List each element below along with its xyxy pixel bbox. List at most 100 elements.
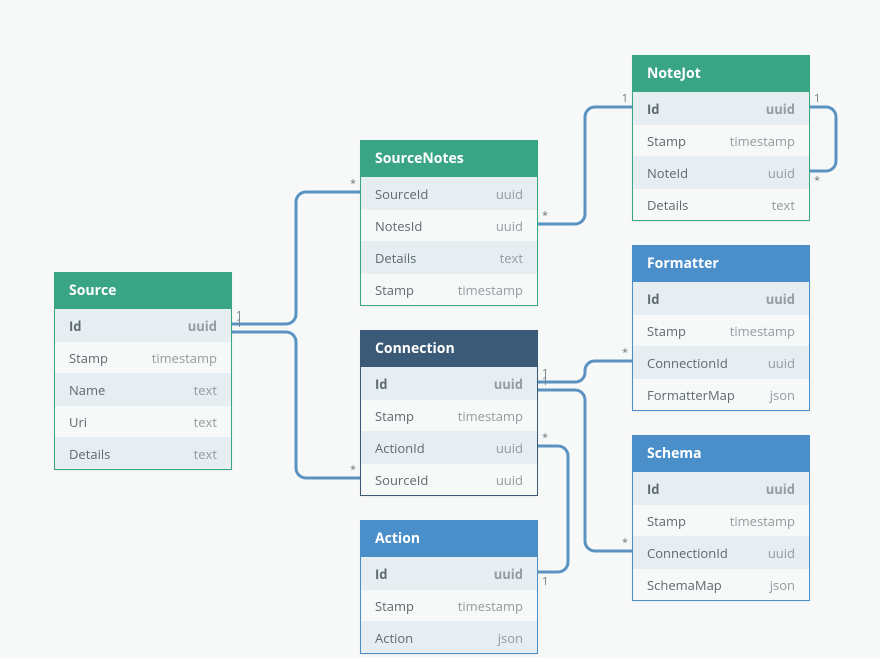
row-name: SchemaMap <box>647 576 722 594</box>
row-name: ConnectionId <box>647 544 728 562</box>
row-name: NotesId <box>375 217 422 235</box>
edge <box>232 332 360 478</box>
cardinality-label: * <box>622 345 628 360</box>
entity-row: ConnectionIduuid <box>633 346 809 378</box>
entity-header: Action <box>361 521 537 557</box>
row-name: Action <box>375 629 413 647</box>
row-name: Id <box>647 100 660 118</box>
entity-schema: Schema Id uuid Stamptimestamp ConnectionId uu… <box>632 435 810 601</box>
row-name: Id <box>647 480 660 498</box>
row-type: uuid <box>496 471 523 489</box>
entity-row: Detailstext <box>361 241 537 273</box>
entity-title: Formatter <box>647 254 719 273</box>
entity-title: Source <box>69 281 116 300</box>
entity-row: Iduuid <box>55 309 231 341</box>
entity-header: Formatter <box>633 246 809 282</box>
row-type: uuid <box>494 565 523 583</box>
entity-row: Name text <box>55 373 231 405</box>
edge <box>232 192 360 324</box>
row-name: Stamp <box>375 407 414 425</box>
cardinality-label: 1 <box>236 316 242 331</box>
entity-source: Source Iduuid Stamp timestamp Name text Uri tex… <box>54 272 232 470</box>
row-type: uuid <box>768 354 795 372</box>
row-name: Stamp <box>647 132 686 150</box>
entity-header: Connection <box>361 331 537 367</box>
entity-row: Stamptimestamp <box>633 124 809 156</box>
row-name: Stamp <box>69 349 108 367</box>
row-name: Stamp <box>647 322 686 340</box>
row-type: json <box>770 576 795 594</box>
row-name: Id <box>647 290 660 308</box>
entity-row: FormatterMap json <box>633 378 809 410</box>
entity-row: Id uuid <box>633 472 809 504</box>
row-type: uuid <box>766 100 795 118</box>
row-name: Details <box>375 249 416 267</box>
entity-notejot: NoteJotIduuidStamptimestampNoteIduuidDet… <box>632 55 810 221</box>
entity-row: ConnectionId uuid <box>633 536 809 568</box>
edge <box>810 107 836 171</box>
entity-header: Source <box>55 273 231 309</box>
entity-row: Id uuid <box>361 557 537 589</box>
cardinality-label: * <box>542 208 548 223</box>
row-type: text <box>772 196 795 214</box>
entity-row: Id uuid <box>361 367 537 399</box>
row-type: json <box>498 629 523 647</box>
row-type: text <box>194 381 217 399</box>
entity-title: SourceNotes <box>375 149 464 168</box>
row-name: Id <box>375 565 388 583</box>
row-type: timestamp <box>152 349 217 367</box>
edge <box>538 446 568 572</box>
row-type: json <box>770 386 795 404</box>
entity-row: Stamptimestamp <box>633 504 809 536</box>
row-name: Stamp <box>375 597 414 615</box>
edge <box>538 390 632 551</box>
row-name: Details <box>647 196 688 214</box>
entity-row: SourceIduuid <box>361 463 537 495</box>
entity-formatter: Formatter Id uuid Stamp timestamp ConnectionI… <box>632 245 810 411</box>
entity-row: SourceIduuid <box>361 177 537 209</box>
entity-row: ActionIduuid <box>361 431 537 463</box>
entity-title: Connection <box>375 339 455 358</box>
entity-sourcenotes: SourceNotes SourceIduuid NotesId uuid Detail… <box>360 140 538 306</box>
entity-title: NoteJot <box>647 64 701 83</box>
row-name: Id <box>375 375 388 393</box>
entity-header: Schema <box>633 436 809 472</box>
row-type: uuid <box>766 480 795 498</box>
entity-row: Stamp timestamp <box>361 399 537 431</box>
cardinality-label: 1 <box>814 91 820 106</box>
row-type: uuid <box>768 164 795 182</box>
cardinality-label: * <box>622 535 628 550</box>
row-name: Name <box>69 381 105 399</box>
row-type: text <box>194 445 217 463</box>
entity-row: Stamp timestamp <box>633 314 809 346</box>
row-type: timestamp <box>458 281 523 299</box>
cardinality-label: 1 <box>622 91 628 106</box>
entity-row: Stamp timestamp <box>55 341 231 373</box>
entity-title: Schema <box>647 444 702 463</box>
row-type: uuid <box>496 439 523 457</box>
row-type: uuid <box>496 217 523 235</box>
row-type: timestamp <box>730 322 795 340</box>
er-diagram-canvas: SourceIduuidStamptimestampNametextUritex… <box>0 0 880 658</box>
entity-row: NoteIduuid <box>633 156 809 188</box>
row-type: uuid <box>496 185 523 203</box>
row-type: timestamp <box>730 512 795 530</box>
row-name: Stamp <box>375 281 414 299</box>
entity-title: Action <box>375 529 420 548</box>
entity-row: SchemaMap json <box>633 568 809 600</box>
entity-row: Id uuid <box>633 282 809 314</box>
row-name: Uri <box>69 413 87 431</box>
row-type: uuid <box>766 290 795 308</box>
row-type: timestamp <box>458 407 523 425</box>
entity-row: NotesId uuid <box>361 209 537 241</box>
row-name: Id <box>69 317 82 335</box>
row-name: Details <box>69 445 110 463</box>
row-type: timestamp <box>458 597 523 615</box>
row-type: uuid <box>494 375 523 393</box>
row-name: FormatterMap <box>647 386 735 404</box>
cardinality-label: * <box>814 173 820 188</box>
entity-row: Id uuid <box>633 92 809 124</box>
row-type: uuid <box>768 544 795 562</box>
entity-row: Details text <box>633 188 809 220</box>
cardinality-label: * <box>350 176 356 191</box>
